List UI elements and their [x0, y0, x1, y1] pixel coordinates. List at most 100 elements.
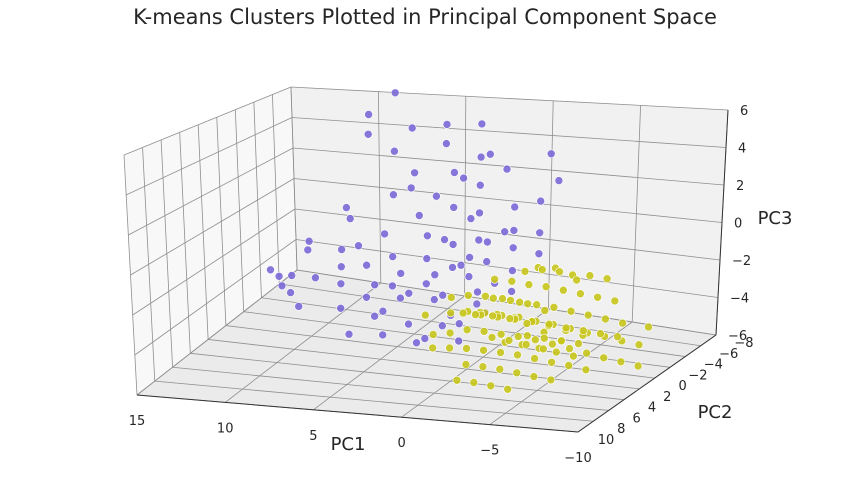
data-point [544, 319, 554, 329]
data-point [509, 226, 519, 235]
x-tick-label: 0 [397, 436, 405, 451]
x-axis-line [136, 394, 579, 433]
data-point [286, 288, 295, 297]
y-tick-label: 6 [633, 411, 641, 426]
y-tick-label: 2 [663, 390, 671, 405]
z-tick-label: 0 [734, 217, 742, 232]
grid-line-x [489, 321, 633, 425]
data-point [362, 260, 371, 270]
data-point [362, 292, 371, 302]
data-point [503, 384, 513, 394]
y-tick-label: 10 [598, 433, 615, 448]
data-point [404, 319, 413, 329]
data-point [442, 139, 451, 148]
y-tick-label: −2 [688, 368, 707, 383]
data-point [549, 302, 559, 312]
data-point [336, 303, 346, 313]
data-point [479, 327, 489, 336]
data-point [458, 308, 468, 318]
data-point [558, 285, 568, 295]
data-point [423, 231, 432, 241]
data-point [294, 302, 304, 311]
data-point [370, 280, 380, 290]
data-point [505, 314, 515, 323]
data-point [442, 120, 452, 129]
data-point [277, 281, 287, 291]
data-point [437, 321, 447, 331]
grid-line-y [190, 352, 625, 401]
z-tick-label: −4 [730, 292, 749, 307]
data-point [551, 347, 561, 357]
data-point [454, 336, 464, 346]
data-point [430, 270, 440, 280]
data-point [446, 293, 456, 302]
z-tick-label: 4 [738, 142, 746, 157]
data-point [463, 291, 473, 300]
grid-line-z [295, 239, 719, 298]
data-point [634, 340, 644, 350]
data-point [508, 243, 518, 253]
data-point [445, 328, 455, 338]
grid-line-y [290, 86, 298, 271]
data-point [390, 146, 399, 156]
data-point [448, 263, 457, 272]
data-point [555, 267, 564, 277]
data-point [488, 311, 497, 321]
grid-line-y [253, 102, 262, 298]
data-point [601, 314, 610, 324]
data-point [564, 361, 574, 370]
data-point [354, 241, 363, 250]
grid-line-y [261, 297, 686, 357]
data-point [440, 235, 449, 244]
data-point [618, 318, 627, 328]
data-point [513, 332, 523, 341]
data-point [466, 214, 476, 223]
side-pane [124, 87, 297, 395]
data-point [410, 168, 419, 178]
floor-pane [137, 270, 716, 432]
data-point [414, 211, 424, 220]
data-point [363, 130, 373, 139]
chart-title: K-means Clusters Plotted in Principal Co… [133, 5, 717, 29]
x-tick-label: −5 [480, 444, 499, 459]
data-point [521, 340, 531, 349]
data-point [524, 280, 534, 289]
z-tick-label: 2 [736, 179, 744, 194]
data-point [496, 329, 506, 339]
data-point [421, 279, 431, 289]
data-point [566, 306, 576, 316]
data-point [378, 330, 388, 340]
data-point [483, 237, 492, 247]
data-point [572, 275, 581, 285]
data-point [581, 365, 591, 375]
data-point [407, 123, 417, 133]
data-point [530, 354, 539, 363]
grid-line-y [272, 94, 280, 284]
grid-line-z [291, 117, 727, 148]
data-point [538, 344, 548, 354]
data-point [486, 381, 496, 391]
data-point [406, 183, 416, 193]
data-point [481, 291, 490, 301]
data-point [462, 325, 472, 335]
data-point [472, 299, 482, 309]
z-axis-line [715, 109, 729, 336]
data-point [507, 287, 516, 296]
data-point [576, 289, 585, 299]
data-point [459, 173, 468, 183]
data-point [616, 357, 626, 367]
data-point [446, 308, 456, 318]
data-point [450, 168, 459, 177]
data-point [557, 336, 566, 346]
data-point [449, 203, 459, 212]
data-point [495, 364, 505, 374]
data-point [378, 306, 388, 316]
data-point [504, 336, 514, 345]
data-point [344, 329, 354, 339]
data-point [596, 329, 605, 338]
data-point [488, 293, 498, 303]
grid-line-y [208, 339, 640, 390]
data-point [541, 282, 551, 292]
data-point [311, 273, 320, 283]
